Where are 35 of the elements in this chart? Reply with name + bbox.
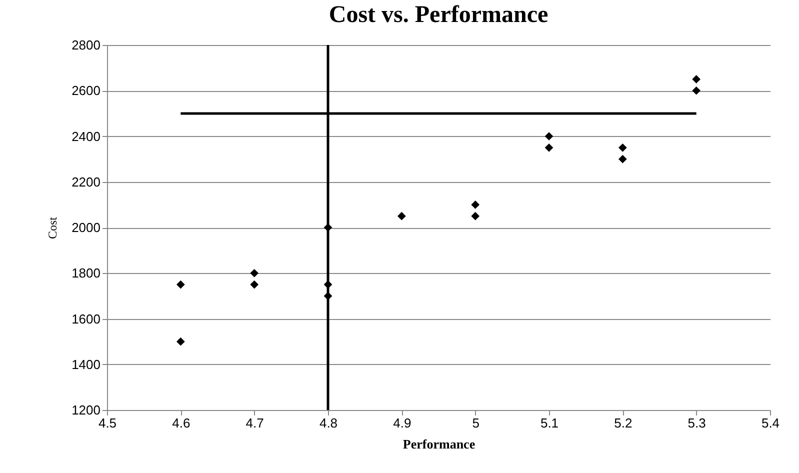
y-tick-label: 2000: [72, 220, 100, 235]
point: [250, 280, 259, 289]
point: [176, 280, 185, 289]
x-tick-label: 5.3: [688, 416, 706, 430]
y-tick-label: 1800: [72, 266, 100, 281]
x-tick-label: 5: [472, 416, 480, 430]
point: [618, 154, 627, 164]
point: [471, 212, 480, 220]
x-tick-label: 5.4: [761, 416, 780, 430]
y-tick-label: 2400: [72, 128, 100, 144]
point: [544, 143, 554, 152]
y-tick-label: 2600: [72, 83, 100, 98]
x-tick-label: 5.2: [614, 416, 632, 430]
y-tick-label: 2200: [72, 174, 100, 190]
point: [397, 212, 406, 220]
x-tick-label: 4.6: [172, 416, 190, 430]
x-tick-label: 4.5: [98, 416, 117, 430]
point: [544, 132, 554, 140]
chart-title: Cost vs. Performance: [328, 2, 548, 28]
y-axis-title: Cost: [46, 216, 60, 240]
x-tick-label: 4.7: [246, 416, 264, 430]
point: [176, 337, 185, 346]
x-tick-label: 4.9: [393, 416, 412, 430]
x-axis-title: Performance: [402, 436, 476, 452]
point: [471, 200, 480, 209]
point: [692, 75, 701, 84]
x-tick-label: 4.8: [319, 416, 338, 430]
y-tick-label: 1200: [72, 402, 100, 418]
y-tick-label: 1400: [72, 356, 100, 372]
point: [250, 268, 259, 278]
y-tick-label: 2800: [72, 38, 100, 52]
x-tick-label: 5.1: [540, 416, 559, 430]
point: [692, 86, 701, 95]
y-tick-label: 1600: [72, 311, 100, 326]
point: [618, 143, 627, 152]
